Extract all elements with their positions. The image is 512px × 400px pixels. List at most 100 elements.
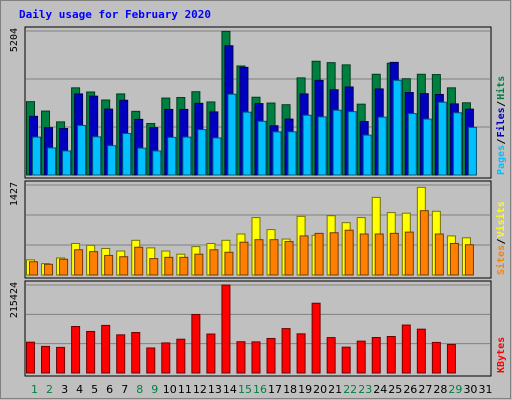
side-label-hits: Hits	[495, 76, 507, 100]
bar-pages-day-28	[437, 101, 447, 176]
bar-sites-day-22	[344, 229, 354, 276]
day-label-11: 11	[178, 383, 192, 396]
bar-pages-day-15	[242, 111, 252, 176]
bar-kbytes-day-12	[191, 314, 201, 374]
bar-pages-day-17	[272, 131, 282, 176]
day-label-14: 14	[223, 383, 237, 396]
day-label-28: 28	[433, 383, 447, 396]
day-label-31: 31	[478, 383, 492, 396]
bar-kbytes-day-14	[221, 284, 231, 374]
bar-sites-day-18	[284, 241, 294, 276]
bar-sites-day-20	[314, 232, 324, 276]
panel-kbytes: 215424 KBytes	[9, 280, 507, 377]
day-label-25: 25	[388, 383, 402, 396]
bar-sites-day-13	[209, 249, 219, 276]
bar-kbytes-day-2	[41, 345, 51, 374]
bar-pages-day-29	[452, 112, 462, 176]
chart-panels: 5204Pages/Files/Hits1427Sites/Visits2154…	[9, 26, 507, 377]
day-label-3: 3	[61, 383, 68, 396]
bar-pages-day-9	[152, 150, 162, 176]
day-label-10: 10	[163, 383, 177, 396]
day-label-23: 23	[358, 383, 372, 396]
side-label-separator: /	[496, 138, 507, 144]
bar-kbytes-day-18	[281, 328, 291, 374]
series-sites	[29, 210, 474, 276]
y-max-label: 5204	[9, 28, 20, 52]
bar-pages-day-19	[302, 114, 312, 176]
bar-pages-day-13	[212, 137, 222, 176]
day-label-5: 5	[91, 383, 98, 396]
bar-sites-day-3	[59, 258, 69, 276]
bar-sites-day-24	[374, 233, 384, 276]
bar-kbytes-day-21	[326, 337, 336, 374]
bar-pages-day-8	[137, 147, 147, 176]
bar-kbytes-day-9	[146, 347, 156, 374]
bar-kbytes-day-28	[431, 341, 441, 374]
bar-kbytes-day-24	[371, 337, 381, 374]
bar-pages-day-21	[332, 109, 342, 176]
bar-sites-day-26	[404, 231, 414, 276]
bar-pages-day-14	[227, 93, 237, 176]
bar-kbytes-day-29	[446, 343, 456, 374]
day-labels: 1 2 3 4 5 6 7 8 9 10 11 12 13 14 15 16 17 18 19 20 21 22 23 24 2…	[31, 383, 492, 396]
bar-kbytes-day-13	[206, 333, 216, 374]
bar-sites-day-28	[434, 233, 444, 276]
side-label-files: Files	[495, 107, 507, 137]
bar-sites-day-16	[254, 239, 264, 276]
bar-sites-day-29	[449, 242, 459, 276]
day-label-24: 24	[373, 383, 387, 396]
y-max-label: 1427	[9, 182, 20, 206]
bar-sites-day-17	[269, 239, 279, 276]
day-label-12: 12	[193, 383, 207, 396]
bar-sites-day-2	[44, 263, 54, 276]
panel-visits-sites: 1427 Sites/Visits	[9, 180, 507, 279]
bar-kbytes-day-7	[116, 334, 126, 374]
bar-kbytes-day-11	[176, 338, 186, 374]
bar-pages-day-16	[257, 120, 267, 176]
bar-pages-day-4	[77, 124, 87, 176]
bar-sites-day-6	[104, 254, 114, 276]
bar-pages-day-2	[47, 147, 57, 176]
bar-sites-day-23	[359, 233, 369, 276]
day-label-15: 15	[238, 383, 252, 396]
bar-sites-day-11	[179, 256, 189, 276]
day-label-16: 16	[253, 383, 267, 396]
bar-pages-day-18	[287, 131, 297, 176]
side-label-sites: Sites	[495, 245, 507, 275]
day-label-30: 30	[463, 383, 477, 396]
day-label-21: 21	[328, 383, 342, 396]
bar-sites-day-7	[119, 256, 129, 276]
side-label-separator: /	[496, 101, 507, 107]
bar-kbytes-day-17	[266, 337, 276, 374]
bar-pages-day-12	[197, 129, 207, 176]
bar-sites-day-1	[29, 261, 38, 276]
bar-pages-day-27	[422, 118, 432, 176]
side-label-pages: Pages	[496, 145, 507, 175]
bar-sites-day-19	[299, 235, 309, 276]
bar-kbytes-day-4	[71, 326, 81, 374]
bar-kbytes-day-27	[416, 328, 426, 374]
bar-pages-day-26	[407, 113, 417, 176]
bar-sites-day-15	[239, 241, 249, 276]
bar-kbytes-day-1	[26, 341, 35, 374]
bar-kbytes-day-20	[311, 302, 321, 374]
bar-pages-day-3	[62, 150, 72, 176]
day-label-9: 9	[151, 383, 158, 396]
bar-pages-day-23	[362, 134, 372, 176]
day-label-26: 26	[403, 383, 417, 396]
day-label-2: 2	[46, 383, 53, 396]
bar-pages-day-25	[392, 79, 402, 176]
bar-pages-day-20	[317, 116, 327, 176]
bar-kbytes-day-6	[101, 324, 111, 374]
bar-pages-day-30	[467, 126, 477, 176]
day-label-7: 7	[121, 383, 128, 396]
bar-pages-day-7	[122, 132, 132, 176]
day-label-8: 8	[136, 383, 143, 396]
bar-pages-day-10	[167, 136, 177, 176]
side-label-separator: /	[496, 238, 507, 244]
bar-kbytes-day-26	[401, 324, 411, 374]
bar-sites-day-21	[329, 232, 339, 276]
bar-pages-day-24	[377, 116, 387, 176]
